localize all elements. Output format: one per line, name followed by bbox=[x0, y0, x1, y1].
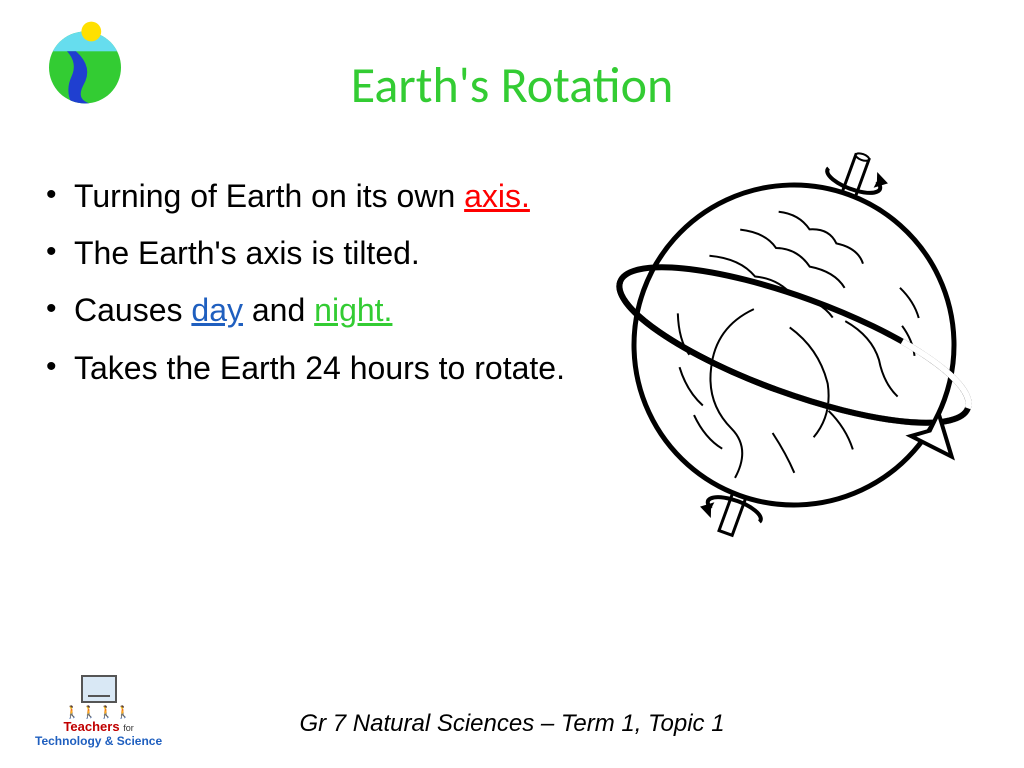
bottom-logo-line1b: for bbox=[123, 723, 134, 733]
bullet-list: Turning of Earth on its own axis. The Ear… bbox=[40, 175, 595, 404]
bottom-logo-line2: Technology & Science bbox=[35, 734, 162, 748]
bullet-item: Turning of Earth on its own axis. bbox=[40, 175, 595, 218]
keyword: axis. bbox=[464, 178, 530, 214]
bullet-text: Turning of Earth on its own bbox=[74, 178, 464, 214]
slide-title-text: Earth's Rotation bbox=[351, 55, 674, 116]
bullet-text: Causes bbox=[74, 292, 191, 328]
bullet-item: The Earth's axis is tilted. bbox=[40, 232, 595, 275]
bottom-logo-line1a: Teachers bbox=[63, 719, 119, 734]
keyword: day bbox=[191, 292, 243, 328]
slide-title: Earth's Rotation bbox=[0, 55, 1024, 116]
bullet-text: and bbox=[243, 292, 314, 328]
keyword: night. bbox=[314, 292, 392, 328]
bullet-text: The Earth's axis is tilted. bbox=[74, 235, 420, 271]
bullet-item: Takes the Earth 24 hours to rotate. bbox=[40, 347, 595, 390]
globe-rotation-diagram bbox=[594, 135, 994, 555]
teachers-logo-icon: 🚶🚶🚶🚶 Teachers for Technology & Science bbox=[35, 675, 162, 748]
bullet-text: Takes the Earth 24 hours to rotate. bbox=[74, 350, 565, 386]
bullet-item: Causes day and night. bbox=[40, 289, 595, 332]
